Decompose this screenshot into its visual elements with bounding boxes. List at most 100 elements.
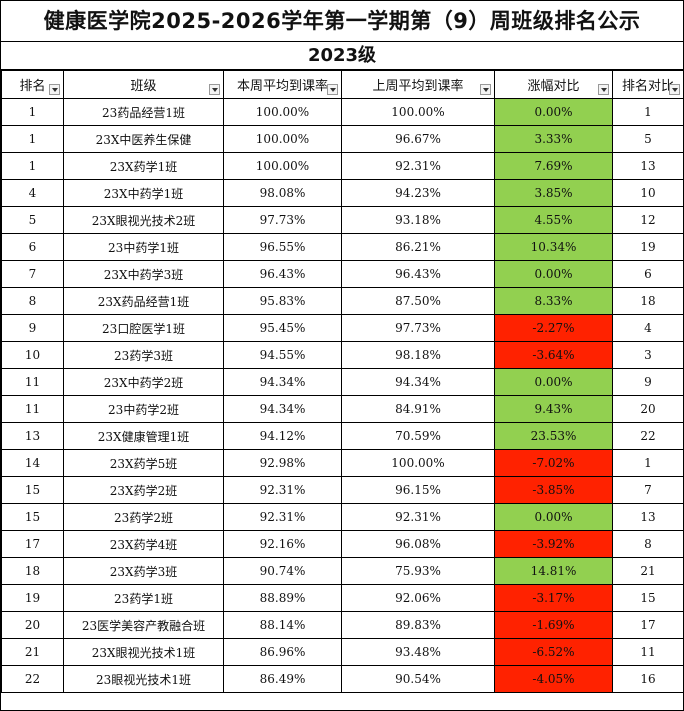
rank-compare-cell[interactable]: 4 — [612, 314, 684, 342]
last-week-cell[interactable]: 87.50% — [341, 287, 495, 315]
class-cell[interactable]: 23X中药学1班 — [63, 179, 224, 207]
change-cell[interactable]: -1.69% — [494, 611, 613, 639]
last-week-cell[interactable]: 84.91% — [341, 395, 495, 423]
rank-cell[interactable]: 18 — [1, 557, 64, 585]
this-week-cell[interactable]: 94.12% — [223, 422, 342, 450]
class-cell[interactable]: 23X眼视光技术2班 — [63, 206, 224, 234]
last-week-cell[interactable]: 94.34% — [341, 368, 495, 396]
this-week-cell[interactable]: 92.16% — [223, 530, 342, 558]
rank-cell[interactable]: 5 — [1, 206, 64, 234]
rank-cell[interactable]: 19 — [1, 584, 64, 612]
change-cell[interactable]: -4.05% — [494, 665, 613, 693]
this-week-cell[interactable]: 88.14% — [223, 611, 342, 639]
this-week-cell[interactable]: 88.89% — [223, 584, 342, 612]
class-cell[interactable]: 23X药学2班 — [63, 476, 224, 504]
rank-compare-cell[interactable]: 13 — [612, 152, 684, 180]
last-week-cell[interactable]: 98.18% — [341, 341, 495, 369]
filter-dropdown-icon[interactable] — [209, 84, 220, 95]
this-week-cell[interactable]: 100.00% — [223, 98, 342, 126]
rank-compare-cell[interactable]: 13 — [612, 503, 684, 531]
this-week-cell[interactable]: 92.98% — [223, 449, 342, 477]
change-cell[interactable]: 10.34% — [494, 233, 613, 261]
class-cell[interactable]: 23药学2班 — [63, 503, 224, 531]
change-cell[interactable]: -3.17% — [494, 584, 613, 612]
rank-compare-cell[interactable]: 1 — [612, 449, 684, 477]
rank-cell[interactable]: 13 — [1, 422, 64, 450]
this-week-cell[interactable]: 86.96% — [223, 638, 342, 666]
class-cell[interactable]: 23X药学4班 — [63, 530, 224, 558]
change-cell[interactable]: 0.00% — [494, 260, 613, 288]
this-week-cell[interactable]: 86.49% — [223, 665, 342, 693]
rank-compare-cell[interactable]: 18 — [612, 287, 684, 315]
this-week-cell[interactable]: 96.43% — [223, 260, 342, 288]
change-cell[interactable]: 0.00% — [494, 98, 613, 126]
class-cell[interactable]: 23X药品经营1班 — [63, 287, 224, 315]
last-week-cell[interactable]: 92.06% — [341, 584, 495, 612]
class-cell[interactable]: 23X中医养生保健 — [63, 125, 224, 153]
rank-compare-cell[interactable]: 15 — [612, 584, 684, 612]
class-cell[interactable]: 23X中药学3班 — [63, 260, 224, 288]
this-week-cell[interactable]: 95.45% — [223, 314, 342, 342]
rank-cell[interactable]: 10 — [1, 341, 64, 369]
this-week-cell[interactable]: 100.00% — [223, 125, 342, 153]
rank-compare-cell[interactable]: 22 — [612, 422, 684, 450]
change-cell[interactable]: 4.55% — [494, 206, 613, 234]
change-cell[interactable]: -3.85% — [494, 476, 613, 504]
rank-cell[interactable]: 7 — [1, 260, 64, 288]
filter-dropdown-icon[interactable] — [327, 84, 338, 95]
filter-dropdown-icon[interactable] — [598, 84, 609, 95]
rank-compare-cell[interactable]: 12 — [612, 206, 684, 234]
rank-compare-cell[interactable]: 9 — [612, 368, 684, 396]
rank-cell[interactable]: 20 — [1, 611, 64, 639]
this-week-cell[interactable]: 98.08% — [223, 179, 342, 207]
change-cell[interactable]: 3.85% — [494, 179, 613, 207]
last-week-cell[interactable]: 89.83% — [341, 611, 495, 639]
last-week-cell[interactable]: 100.00% — [341, 98, 495, 126]
this-week-cell[interactable]: 100.00% — [223, 152, 342, 180]
filter-dropdown-icon[interactable] — [480, 84, 491, 95]
change-cell[interactable]: 8.33% — [494, 287, 613, 315]
rank-compare-cell[interactable]: 11 — [612, 638, 684, 666]
change-cell[interactable]: 23.53% — [494, 422, 613, 450]
rank-cell[interactable]: 22 — [1, 665, 64, 693]
filter-dropdown-icon[interactable] — [49, 84, 60, 95]
last-week-cell[interactable]: 97.73% — [341, 314, 495, 342]
this-week-cell[interactable]: 95.83% — [223, 287, 342, 315]
rank-cell[interactable]: 1 — [1, 125, 64, 153]
class-cell[interactable]: 23中药学2班 — [63, 395, 224, 423]
last-week-cell[interactable]: 93.18% — [341, 206, 495, 234]
change-cell[interactable]: -3.92% — [494, 530, 613, 558]
last-week-cell[interactable]: 96.67% — [341, 125, 495, 153]
last-week-cell[interactable]: 96.08% — [341, 530, 495, 558]
class-cell[interactable]: 23X药学5班 — [63, 449, 224, 477]
this-week-cell[interactable]: 94.34% — [223, 395, 342, 423]
class-cell[interactable]: 23药学3班 — [63, 341, 224, 369]
change-cell[interactable]: -7.02% — [494, 449, 613, 477]
rank-cell[interactable]: 4 — [1, 179, 64, 207]
class-cell[interactable]: 23中药学1班 — [63, 233, 224, 261]
rank-compare-cell[interactable]: 19 — [612, 233, 684, 261]
change-cell[interactable]: 14.81% — [494, 557, 613, 585]
last-week-cell[interactable]: 100.00% — [341, 449, 495, 477]
rank-compare-cell[interactable]: 7 — [612, 476, 684, 504]
rank-cell[interactable]: 15 — [1, 476, 64, 504]
change-cell[interactable]: 0.00% — [494, 368, 613, 396]
change-cell[interactable]: -2.27% — [494, 314, 613, 342]
last-week-cell[interactable]: 93.48% — [341, 638, 495, 666]
last-week-cell[interactable]: 94.23% — [341, 179, 495, 207]
rank-compare-cell[interactable]: 3 — [612, 341, 684, 369]
rank-compare-cell[interactable]: 20 — [612, 395, 684, 423]
class-cell[interactable]: 23X中药学2班 — [63, 368, 224, 396]
change-cell[interactable]: 9.43% — [494, 395, 613, 423]
rank-cell[interactable]: 6 — [1, 233, 64, 261]
rank-cell[interactable]: 14 — [1, 449, 64, 477]
class-cell[interactable]: 23医学美容产教融合班 — [63, 611, 224, 639]
this-week-cell[interactable]: 92.31% — [223, 476, 342, 504]
rank-cell[interactable]: 17 — [1, 530, 64, 558]
last-week-cell[interactable]: 86.21% — [341, 233, 495, 261]
rank-cell[interactable]: 1 — [1, 98, 64, 126]
filter-dropdown-icon[interactable] — [669, 84, 680, 95]
rank-compare-cell[interactable]: 5 — [612, 125, 684, 153]
rank-compare-cell[interactable]: 1 — [612, 98, 684, 126]
class-cell[interactable]: 23X药学1班 — [63, 152, 224, 180]
